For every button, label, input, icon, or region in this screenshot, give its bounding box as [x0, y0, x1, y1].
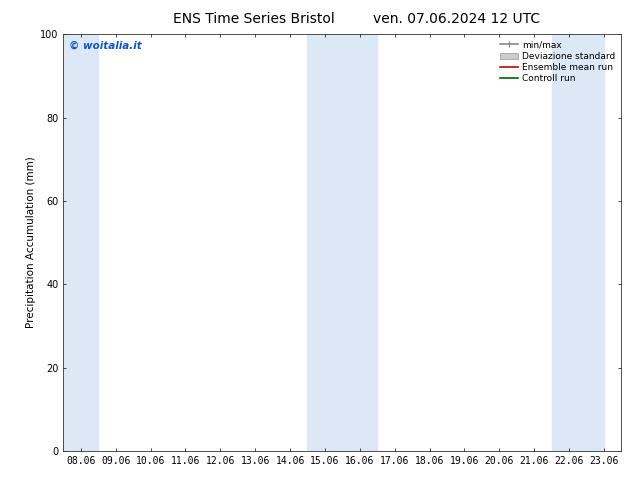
- Bar: [307, 34, 377, 451]
- Text: ENS Time Series Bristol: ENS Time Series Bristol: [172, 12, 335, 26]
- Text: ven. 07.06.2024 12 UTC: ven. 07.06.2024 12 UTC: [373, 12, 540, 26]
- Bar: [63, 34, 98, 451]
- Legend: min/max, Deviazione standard, Ensemble mean run, Controll run: min/max, Deviazione standard, Ensemble m…: [498, 39, 617, 85]
- Text: © woitalia.it: © woitalia.it: [69, 41, 142, 50]
- Bar: [552, 34, 604, 451]
- Y-axis label: Precipitation Accumulation (mm): Precipitation Accumulation (mm): [26, 157, 36, 328]
